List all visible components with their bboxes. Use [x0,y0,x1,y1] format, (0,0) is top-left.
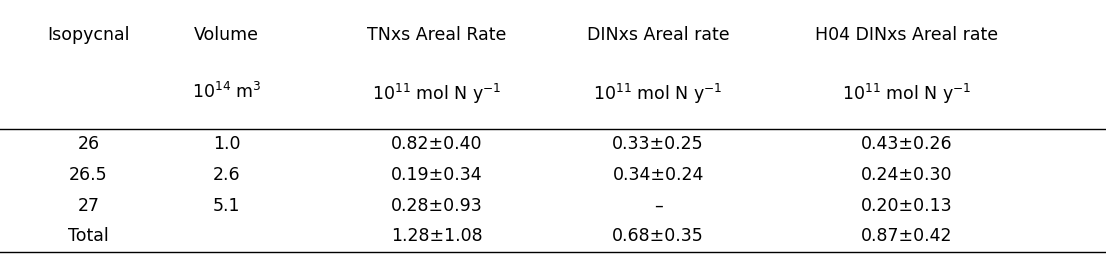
Text: 0.43±0.26: 0.43±0.26 [862,135,952,153]
Text: TNxs Areal Rate: TNxs Areal Rate [367,26,507,44]
Text: 0.87±0.42: 0.87±0.42 [862,227,952,245]
Text: $10^{11}$ mol N y$^{-1}$: $10^{11}$ mol N y$^{-1}$ [593,82,723,106]
Text: $10^{11}$ mol N y$^{-1}$: $10^{11}$ mol N y$^{-1}$ [372,82,502,106]
Text: –: – [654,197,662,215]
Text: Volume: Volume [195,26,259,44]
Text: 0.20±0.13: 0.20±0.13 [862,197,952,215]
Text: Isopycnal: Isopycnal [48,26,129,44]
Text: 1.28±1.08: 1.28±1.08 [392,227,482,245]
Text: 0.33±0.25: 0.33±0.25 [613,135,703,153]
Text: 0.19±0.34: 0.19±0.34 [392,166,482,184]
Text: Total: Total [69,227,108,245]
Text: 2.6: 2.6 [213,166,240,184]
Text: 0.28±0.93: 0.28±0.93 [392,197,482,215]
Text: 0.34±0.24: 0.34±0.24 [613,166,703,184]
Text: $10^{11}$ mol N y$^{-1}$: $10^{11}$ mol N y$^{-1}$ [842,82,972,106]
Text: 0.82±0.40: 0.82±0.40 [392,135,482,153]
Text: 26: 26 [77,135,100,153]
Text: H04 DINxs Areal rate: H04 DINxs Areal rate [815,26,999,44]
Text: $10^{14}$ m$^3$: $10^{14}$ m$^3$ [192,82,261,102]
Text: 27: 27 [77,197,100,215]
Text: 26.5: 26.5 [70,166,107,184]
Text: 0.68±0.35: 0.68±0.35 [613,227,703,245]
Text: 5.1: 5.1 [213,197,240,215]
Text: DINxs Areal rate: DINxs Areal rate [587,26,729,44]
Text: 1.0: 1.0 [213,135,240,153]
Text: 0.24±0.30: 0.24±0.30 [862,166,952,184]
